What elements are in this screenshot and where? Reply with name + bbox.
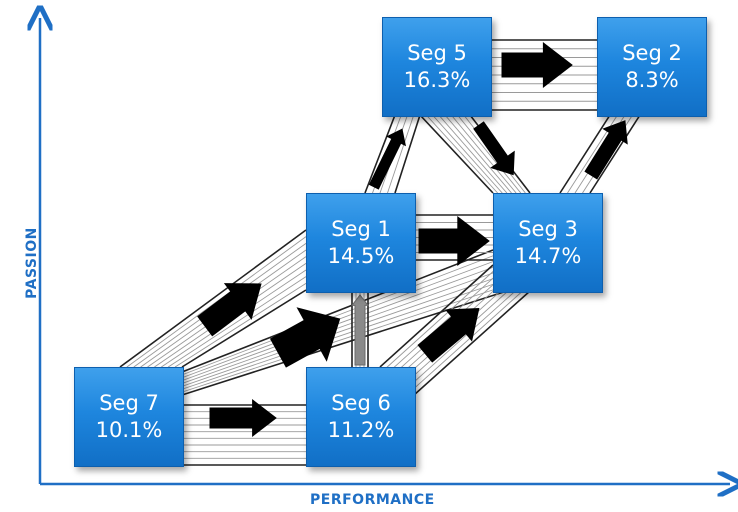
- x-axis-label: PERFORMANCE: [310, 492, 435, 508]
- segment-name: Seg 2: [622, 41, 682, 65]
- flow-line: [379, 264, 494, 368]
- flow-line: [438, 114, 508, 194]
- flow-line: [181, 254, 496, 376]
- flow-line: [181, 264, 500, 382]
- flow-line: [409, 287, 527, 393]
- segment-share: 11.2%: [327, 418, 395, 442]
- flow-arrow: [368, 128, 407, 190]
- flow-line: [406, 284, 523, 390]
- flow-line: [167, 276, 307, 368]
- flow-arrows: [197, 41, 628, 438]
- segment-share: 16.3%: [403, 68, 471, 92]
- flow-line: [559, 114, 611, 194]
- flow-line: [181, 289, 307, 368]
- flow-line: [119, 229, 307, 368]
- flow-arrow: [417, 307, 480, 363]
- flow-arrow: [209, 398, 277, 438]
- flow-line: [387, 114, 415, 194]
- flow-line: [383, 267, 498, 371]
- segment-name: Seg 1: [331, 217, 391, 241]
- segment-box-seg6: Seg 6 11.2%: [306, 367, 416, 467]
- flow-line: [413, 290, 531, 396]
- flow-line: [425, 114, 498, 194]
- flow-arrow: [269, 307, 341, 368]
- flow-line: [457, 114, 522, 194]
- flow-line: [181, 269, 502, 384]
- flow-line: [387, 270, 502, 374]
- flow-line: [364, 114, 396, 194]
- segment-name: Seg 5: [407, 41, 467, 65]
- segment-box-seg5: Seg 5 16.3%: [382, 17, 492, 117]
- flow-arrow: [418, 215, 490, 267]
- flow-line: [394, 114, 421, 194]
- segment-box-seg3: Seg 3 14.7%: [493, 193, 603, 293]
- y-axis-label: PASSION: [24, 227, 40, 299]
- flow-line: [181, 279, 506, 390]
- flow-arrow: [350, 294, 370, 366]
- flow-arrow: [584, 120, 628, 180]
- segment-name: Seg 3: [518, 217, 578, 241]
- segment-box-seg2: Seg 2 8.3%: [597, 17, 707, 117]
- flow-line: [419, 114, 494, 194]
- segment-share: 8.3%: [625, 68, 679, 92]
- flow-line: [444, 114, 512, 194]
- segment-share: 10.1%: [95, 418, 163, 442]
- flow-line: [181, 274, 504, 387]
- flow-line: [432, 114, 503, 194]
- segment-share: 14.7%: [514, 244, 582, 268]
- flow-line: [174, 282, 307, 368]
- segment-box-seg1: Seg 1 14.5%: [306, 193, 416, 293]
- flow-line: [589, 114, 641, 194]
- flow-arrow: [197, 283, 262, 337]
- flow-line: [181, 284, 509, 393]
- flow-line: [181, 249, 494, 373]
- flow-line: [450, 114, 517, 194]
- flow-line: [181, 289, 511, 396]
- flow-arrow: [501, 41, 573, 89]
- segment-name: Seg 6: [331, 391, 391, 415]
- flow-arrow: [473, 121, 515, 176]
- segment-name: Seg 7: [99, 391, 159, 415]
- segment-box-seg7: Seg 7 10.1%: [74, 367, 184, 467]
- segment-share: 14.5%: [327, 244, 395, 268]
